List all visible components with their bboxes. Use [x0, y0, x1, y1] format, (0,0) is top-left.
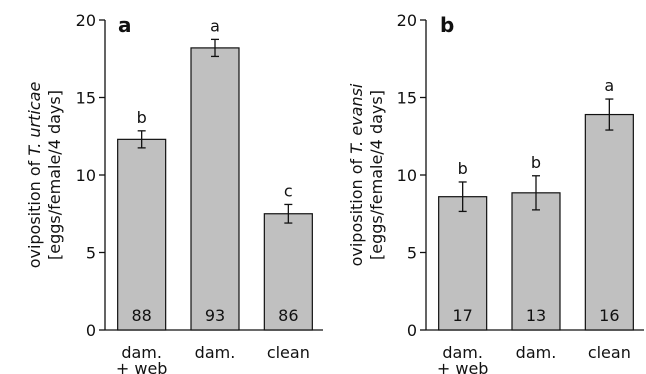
significance-letter: b — [458, 159, 468, 178]
y-axis-label-prefix: oviposition of — [25, 156, 44, 269]
y-tick-label: 5 — [407, 244, 417, 263]
bar — [511, 192, 561, 331]
panel-label: b — [440, 13, 454, 37]
category-label: dam. + web — [437, 343, 489, 374]
y-tick-label: 15 — [76, 89, 96, 108]
bar — [438, 196, 488, 331]
y-axis-label-units: [eggs/female/4 days] — [367, 90, 386, 260]
category-label: dam. + web — [116, 343, 168, 374]
y-axis-label: oviposition of T. evansi — [347, 83, 366, 266]
significance-letter: a — [210, 16, 220, 35]
bar — [117, 138, 167, 331]
significance-letter: b — [531, 153, 541, 172]
sample-size-label: 16 — [599, 306, 619, 325]
category-label-line: dam. — [195, 343, 236, 362]
y-tick-label: 10 — [76, 166, 96, 185]
significance-letter: c — [284, 181, 293, 200]
bar — [263, 213, 313, 331]
chart-panel-b: 0 5 10 15 20 b oviposition of T. evansi [eggs/f… — [347, 11, 644, 374]
y-tick-label: 20 — [76, 11, 96, 30]
category-label: dam. — [195, 343, 236, 362]
y-tick-label: 20 — [397, 11, 417, 30]
category-label-line: + web — [437, 359, 489, 374]
sample-size-label: 13 — [526, 306, 546, 325]
category-label-line: clean — [267, 343, 310, 362]
category-label-line: dam. — [442, 343, 483, 362]
y-axis-label-units: [eggs/female/4 days] — [45, 90, 64, 260]
y-tick-label: 0 — [407, 321, 417, 340]
sample-size-label: 17 — [452, 306, 472, 325]
y-tick-label: 0 — [86, 321, 96, 340]
y-axis-label: oviposition of T. urticae — [25, 82, 44, 269]
sample-size-label: 88 — [131, 306, 151, 325]
y-axis-label-species: T. urticae — [25, 82, 44, 156]
panel-label: a — [118, 13, 132, 37]
y-axis-label-species: T. evansi — [347, 83, 366, 154]
category-label: clean — [588, 343, 631, 362]
bar — [584, 113, 634, 331]
category-label: dam. — [516, 343, 557, 362]
category-label-line: dam. — [516, 343, 557, 362]
category-label-line: clean — [588, 343, 631, 362]
sample-size-label: 93 — [205, 306, 225, 325]
chart-panel-a: 0 5 10 15 20 a oviposition of T. urticae [eggs/… — [25, 11, 323, 374]
y-tick-label: 15 — [397, 89, 417, 108]
y-axis-label-prefix: oviposition of — [347, 154, 366, 267]
y-tick-label: 5 — [86, 244, 96, 263]
significance-letter: b — [137, 108, 147, 127]
category-label-line: + web — [116, 359, 168, 374]
category-label-line: dam. — [121, 343, 162, 362]
sample-size-label: 86 — [278, 306, 298, 325]
category-label: clean — [267, 343, 310, 362]
significance-letter: a — [604, 76, 614, 95]
bar — [190, 47, 240, 331]
y-tick-label: 10 — [397, 166, 417, 185]
